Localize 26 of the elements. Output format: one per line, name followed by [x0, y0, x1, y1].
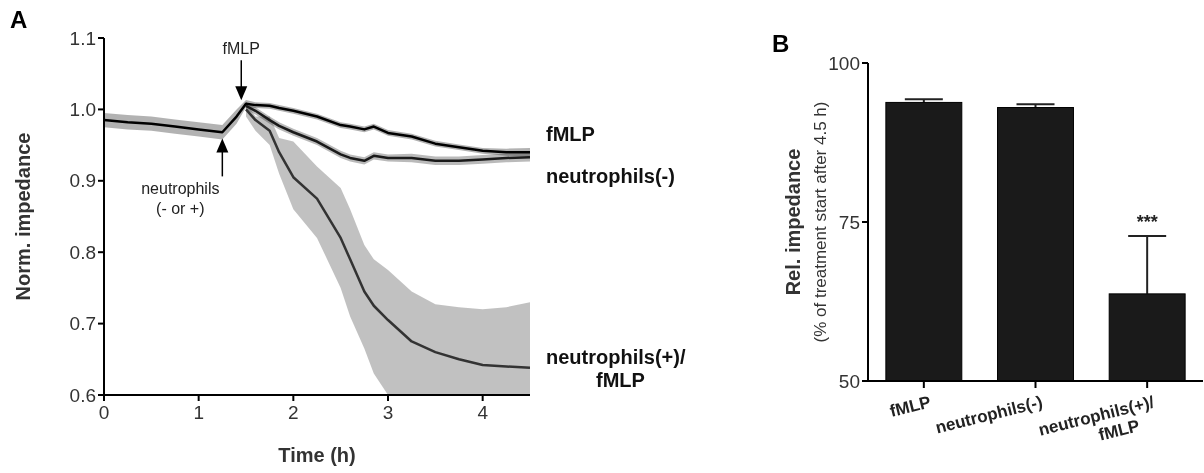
x-tick-label: fMLP [887, 392, 933, 421]
annotation: fMLP [222, 40, 260, 58]
x-tick-label: 2 [288, 402, 299, 423]
x-tick-label: 4 [477, 402, 489, 423]
y-tick-label: 75 [838, 211, 860, 233]
x-tick-label: 1 [193, 402, 204, 423]
y-tick-label: 1.1 [69, 27, 96, 49]
y-axis-title: Rel. impedance (% of treatment start after 4.5 h) [782, 101, 830, 343]
y-tick-label: 0.7 [69, 313, 96, 335]
chart-title: A [10, 6, 28, 33]
y-tick-label: 1.0 [69, 99, 96, 121]
x-tick-label: 3 [382, 402, 394, 423]
y-axis-title: Norm. impedance [12, 132, 34, 301]
x-axis-title: Time (h) [278, 444, 356, 466]
y-tick-label: 100 [828, 52, 860, 74]
chart-title: B [772, 30, 790, 57]
series-label: neutrophils(+)/fMLP [546, 345, 686, 391]
annotation: *** [1136, 211, 1158, 232]
y-tick-label: 50 [838, 370, 860, 392]
y-tick-label: 0.8 [69, 241, 96, 263]
series-label: fMLP [546, 122, 595, 145]
x-tick-label: 0 [98, 402, 110, 423]
y-tick-label: 0.9 [69, 170, 96, 192]
series-label: neutrophils(-) [546, 164, 675, 187]
annotation: neutrophils (- or +) [141, 180, 220, 217]
y-tick-label: 0.6 [69, 384, 96, 406]
